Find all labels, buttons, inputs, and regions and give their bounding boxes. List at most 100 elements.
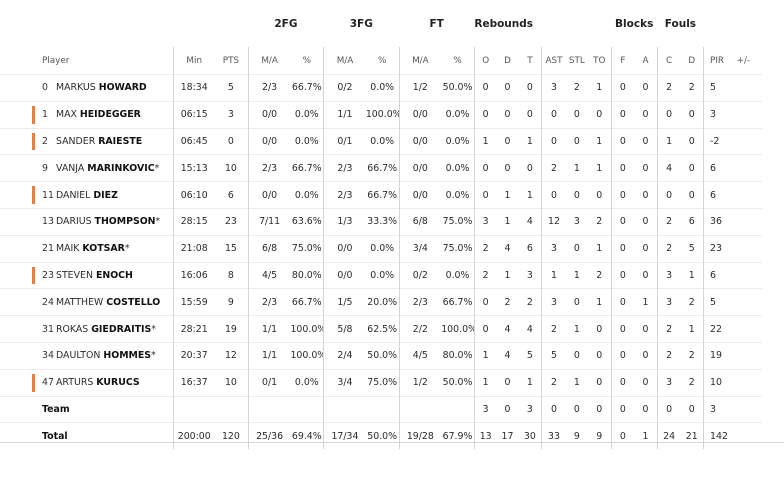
stat-ft-pct: [441, 395, 475, 423]
player-cell[interactable]: 47 ARTURS KURUCS: [0, 368, 174, 397]
stat-foul-c: 3: [656, 261, 681, 289]
stat-ast: 2: [541, 315, 566, 343]
stat-fg2-ma: 6/8: [247, 234, 291, 263]
stat-fg3-pct: [365, 395, 399, 423]
column-header-pts: PTS: [222, 55, 240, 66]
stat-blk-f: 0: [610, 368, 635, 397]
stat-blk-a: 0: [634, 181, 658, 209]
player-first-name: DAULTON: [56, 350, 101, 362]
stat-fg2-ma: 2/3: [247, 288, 291, 316]
stat-foul-c: 2: [656, 234, 681, 263]
stat-pts: 12: [214, 341, 249, 370]
stat-blk-f: 0: [610, 315, 635, 343]
stat-ft-ma: [398, 395, 442, 423]
stat-stl: 1: [565, 154, 588, 182]
starter-marker: *: [151, 323, 156, 335]
stat-reb-d: 0: [496, 154, 519, 182]
stat-plus-minus: [730, 181, 762, 209]
stat-min: 28:15: [173, 207, 215, 236]
column-header-foul-d: D: [688, 55, 696, 66]
accent-bar: [32, 132, 35, 151]
column-header-ft-ma: M/A: [398, 47, 442, 75]
stat-pts: 10: [214, 154, 249, 182]
stat-min: 200:00: [173, 422, 215, 450]
column-header-reb-d: D: [504, 55, 511, 66]
stat-blk-f: 0: [610, 234, 635, 263]
player-cell[interactable]: 9 VANJA MARINKOVIC*: [0, 154, 174, 182]
stat-ft-ma: 19/28: [398, 422, 442, 450]
stat-foul-c: 2: [656, 207, 681, 236]
stat-fg2-pct: 69.4%: [290, 422, 324, 450]
stat-fg2-ma: 0/1: [247, 368, 291, 397]
stat-ast: 2: [541, 368, 566, 397]
stat-fg3-pct: 33.3%: [365, 207, 399, 236]
stat-reb-o: 0: [473, 181, 497, 209]
stat-plus-minus: [730, 261, 762, 289]
player-last-name: COSTELLO: [106, 296, 161, 308]
player-cell[interactable]: 11 DANIEL DIEZ: [0, 181, 174, 209]
player-cell[interactable]: 31 ROKAS GIEDRAITIS*: [0, 315, 174, 343]
stat-ast: 0: [541, 100, 566, 129]
player-cell[interactable]: 2 SANDER RAIESTE: [0, 127, 174, 155]
stat-stl: 0: [565, 234, 588, 263]
stat-reb-d: 2: [496, 288, 519, 316]
stat-ast: 2: [541, 154, 566, 182]
stat-ft-ma: 2/3: [398, 288, 442, 316]
stat-reb-t: 3: [518, 261, 542, 289]
table-row: 21 MAIK KOTSAR* 21:08 15 6/8 75.0% 0/0 0.0% 3/4 7…: [0, 234, 762, 263]
stat-fg3-ma: 2/4: [323, 341, 366, 370]
column-header-reb-o: O: [473, 47, 497, 75]
stat-reb-d: 0: [496, 395, 519, 423]
stat-fg2-ma: 0/0: [247, 181, 291, 209]
stat-foul-c: 2: [656, 315, 681, 343]
stat-pts: 0: [214, 127, 249, 155]
stat-ft-ma: 4/5: [398, 341, 442, 370]
player-cell[interactable]: 34 DAULTON HOMMES*: [0, 341, 174, 370]
stat-pir: 142: [703, 422, 731, 450]
player-first-name: SANDER: [56, 135, 96, 147]
group-header-3fg: 3FG: [349, 17, 373, 30]
stat-fg2-pct: 100.0%: [290, 315, 324, 343]
stat-reb-o: 0: [473, 315, 497, 343]
stat-foul-d: 0: [680, 154, 704, 182]
group-header-blocks: Blocks: [615, 17, 654, 30]
player-cell[interactable]: 21 MAIK KOTSAR*: [0, 234, 174, 263]
stat-reb-t: 1: [518, 368, 542, 397]
stat-fg3-ma: 3/4: [323, 368, 366, 397]
player-last-name: DIEZ: [93, 189, 118, 201]
stat-reb-t: 3: [518, 395, 542, 423]
column-header-ft-pct: %: [453, 55, 462, 66]
stat-ast: 0: [541, 181, 566, 209]
stat-foul-d: 21: [680, 422, 704, 450]
stat-fg3-pct: 100.0%: [365, 100, 399, 129]
stat-fg2-ma: 1/1: [247, 315, 291, 343]
player-number: 31: [42, 323, 54, 335]
stat-foul-c: 3: [656, 288, 681, 316]
stat-blk-a: 0: [634, 74, 658, 102]
stat-to: 0: [587, 395, 612, 423]
stat-reb-d: 17: [496, 422, 519, 450]
stat-pts: 9: [214, 288, 249, 316]
player-cell[interactable]: 13 DARIUS THOMPSON*: [0, 207, 174, 236]
stat-fg2-pct: 75.0%: [290, 234, 324, 263]
player-cell[interactable]: 0 MARKUS HOWARD: [0, 74, 174, 102]
player-cell[interactable]: 23 STEVEN ENOCH: [0, 261, 174, 289]
stat-fg2-pct: [290, 395, 324, 423]
stat-reb-o: 0: [473, 154, 497, 182]
stat-ft-ma: 6/8: [398, 207, 442, 236]
player-last-name: MARINKOVIC: [87, 162, 155, 174]
stat-pts: 15: [214, 234, 249, 263]
player-first-name: MARKUS: [56, 82, 96, 94]
stat-fg3-ma: 1/3: [323, 207, 366, 236]
player-cell[interactable]: 24 MATTHEW COSTELLO: [0, 288, 174, 316]
starter-marker: *: [124, 243, 130, 255]
player-cell[interactable]: 1 MAX HEIDEGGER: [0, 100, 174, 129]
stat-reb-t: 0: [518, 154, 542, 182]
stat-fg3-pct: 66.7%: [365, 181, 399, 209]
stat-ast: 0: [541, 127, 566, 155]
stat-plus-minus: [730, 74, 762, 102]
team-label: Team: [0, 395, 174, 423]
stat-ft-ma: 0/0: [398, 100, 442, 129]
stat-ft-ma: 0/0: [398, 154, 442, 182]
column-header-fg2-ma: M/A: [247, 47, 291, 75]
